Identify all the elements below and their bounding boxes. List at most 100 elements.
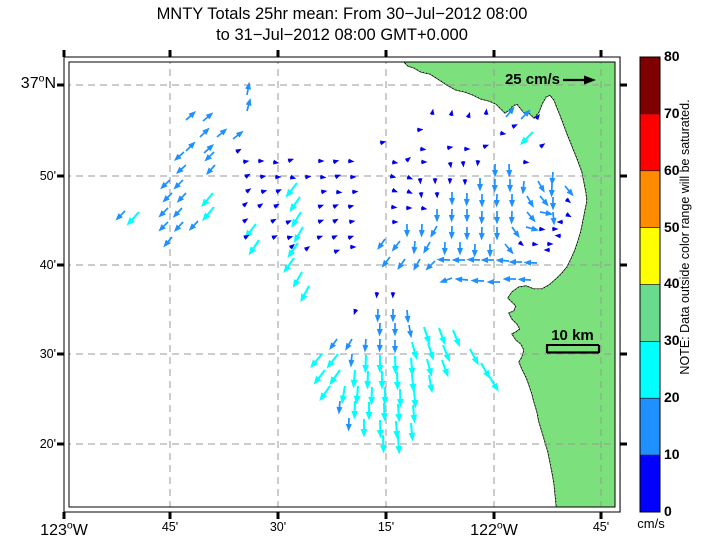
- current-vector: [160, 179, 171, 190]
- current-vector: [421, 159, 428, 165]
- current-vector: [291, 211, 302, 228]
- current-vector: [448, 109, 454, 117]
- current-vector: [285, 182, 298, 198]
- current-vector: [517, 276, 532, 283]
- current-vector: [202, 206, 215, 222]
- current-vector: [204, 151, 215, 162]
- colorbar-tick-70: 70: [664, 105, 680, 121]
- current-vector: [332, 159, 340, 165]
- y-axis-label-50m: 50': [39, 169, 56, 183]
- current-vector: [464, 209, 470, 223]
- current-vector: [410, 404, 418, 424]
- current-vector: [436, 256, 451, 263]
- current-vector: [318, 158, 325, 164]
- current-vector: [447, 161, 453, 169]
- current-vector: [534, 113, 541, 121]
- current-vector: [463, 192, 470, 207]
- current-vector: [457, 242, 463, 256]
- colorbar-tick-60: 60: [664, 162, 680, 178]
- current-vector: [245, 81, 251, 96]
- current-vector: [393, 371, 401, 391]
- colorbar-tick-10: 10: [664, 446, 680, 462]
- current-vector: [466, 256, 481, 263]
- current-vector: [173, 221, 184, 233]
- current-vector: [259, 174, 267, 180]
- colorbar-unit-label: cm/s: [637, 516, 665, 531]
- current-vector: [293, 226, 304, 244]
- current-vector: [115, 210, 126, 221]
- current-vector: [411, 240, 418, 255]
- current-vector: [364, 370, 372, 390]
- current-vector: [491, 178, 498, 193]
- current-vector: [539, 210, 554, 216]
- current-vector: [360, 419, 368, 438]
- current-vector: [173, 151, 185, 162]
- current-vector: [303, 245, 311, 252]
- current-vector: [329, 369, 341, 386]
- current-vector: [494, 227, 500, 241]
- current-vector: [333, 249, 341, 255]
- plot-title-line2: to 31−Jul−2012 08:00 GMT+0.000: [216, 26, 468, 44]
- current-vector: [376, 419, 384, 439]
- current-vector: [408, 422, 416, 442]
- current-vector: [418, 223, 425, 238]
- current-vector: [483, 108, 489, 116]
- current-vector: [488, 375, 499, 392]
- current-vector: [395, 403, 403, 423]
- current-vector: [556, 219, 563, 225]
- current-vector: [480, 257, 494, 263]
- current-vector: [392, 323, 398, 337]
- current-vector: [434, 191, 440, 199]
- current-vector: [482, 144, 490, 150]
- current-vector: [381, 256, 391, 268]
- current-vector: [320, 189, 328, 195]
- current-vector: [348, 353, 355, 368]
- current-vector: [205, 164, 216, 176]
- current-vector: [313, 369, 326, 385]
- current-vector: [477, 178, 483, 192]
- current-vector: [199, 127, 210, 138]
- current-vector: [391, 159, 399, 165]
- current-vector: [391, 240, 401, 252]
- current-vector: [376, 355, 384, 374]
- current-vector: [494, 211, 500, 225]
- current-vector: [317, 219, 325, 225]
- current-vector: [507, 179, 513, 193]
- current-vector: [397, 258, 406, 271]
- current-vector: [351, 189, 359, 195]
- current-vector: [454, 276, 469, 283]
- current-vector: [396, 388, 404, 408]
- current-vector: [526, 211, 536, 223]
- current-vector: [425, 260, 436, 271]
- colorbar-swatches: [639, 56, 661, 513]
- colorbar-tick-30: 30: [664, 332, 680, 348]
- current-vector: [272, 159, 280, 165]
- y-axis-label-37N: 37oN: [20, 72, 56, 92]
- current-vector: [505, 106, 515, 118]
- current-vector: [539, 143, 546, 149]
- current-vector: [520, 109, 531, 120]
- current-vector: [406, 189, 413, 194]
- current-vector: [336, 400, 343, 415]
- current-vector: [504, 243, 514, 255]
- current-vector: [517, 240, 524, 247]
- current-vector: [365, 402, 373, 421]
- current-vector: [404, 309, 411, 324]
- current-vector: [202, 112, 214, 122]
- current-vector: [552, 226, 559, 232]
- current-vector: [550, 197, 556, 211]
- current-vector: [287, 158, 295, 164]
- current-vector: [241, 201, 248, 208]
- current-vector: [441, 359, 449, 378]
- current-vector: [550, 211, 557, 226]
- current-vector: [332, 218, 339, 224]
- current-vector: [438, 327, 446, 346]
- current-vector: [548, 183, 555, 198]
- current-vector: [273, 203, 280, 209]
- current-vector: [242, 218, 249, 224]
- current-vector: [345, 417, 352, 432]
- current-vector: [539, 195, 549, 207]
- current-vector: [287, 242, 299, 259]
- current-vector: [462, 179, 468, 186]
- current-vector: [353, 385, 361, 405]
